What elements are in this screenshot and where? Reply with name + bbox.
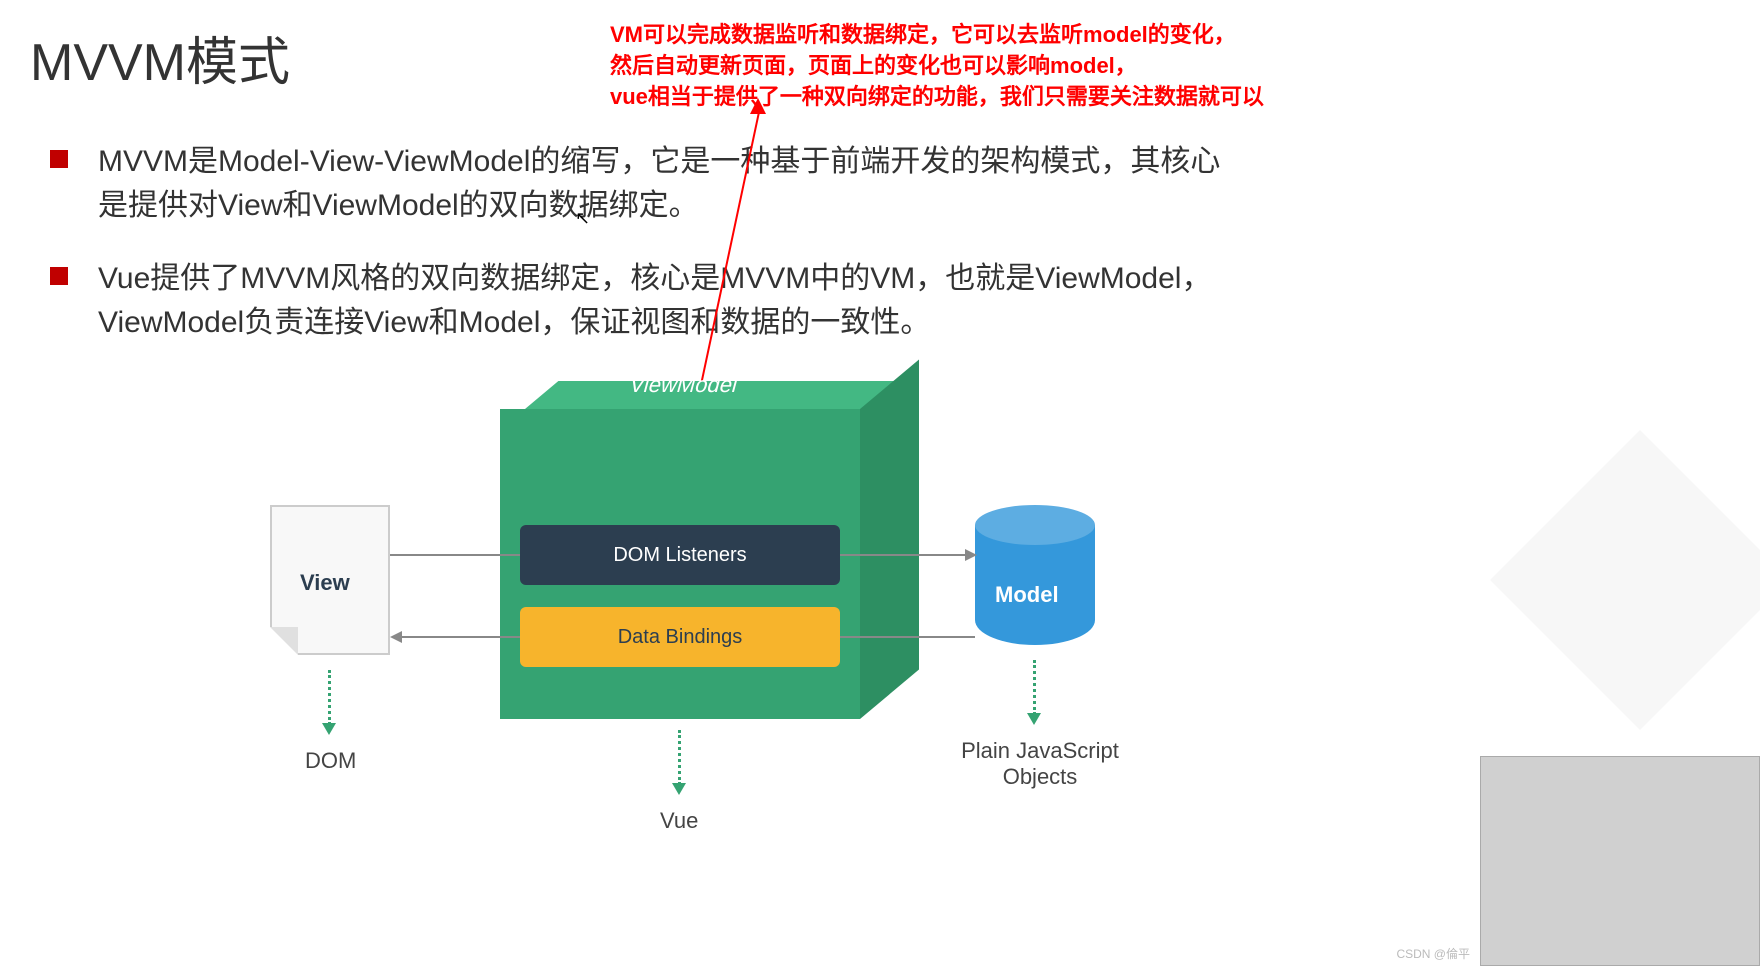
- viewmodel-label: ViewModel: [627, 372, 741, 398]
- bullet-item: MVVM是Model-View-ViewModel的缩写，它是一种基于前端开发的…: [50, 140, 1250, 227]
- dotted-arrow-head-icon: [672, 783, 686, 795]
- bullet-list: MVVM是Model-View-ViewModel的缩写，它是一种基于前端开发的…: [50, 140, 1250, 374]
- model-caption: Plain JavaScript Objects: [955, 738, 1125, 790]
- bullet-square-icon: [50, 150, 68, 168]
- view-label: View: [300, 570, 350, 596]
- model-node: [975, 505, 1095, 645]
- bg-watermark-shape: [1440, 380, 1760, 780]
- viewmodel-caption: Vue: [660, 808, 698, 834]
- bullet-square-icon: [50, 267, 68, 285]
- arrow-bottom-left: [402, 636, 520, 638]
- cylinder-top: [975, 505, 1095, 545]
- bullet-item: Vue提供了MVVM风格的双向数据绑定，核心是MVVM中的VM，也就是ViewM…: [50, 257, 1250, 344]
- cube-side-face: [860, 359, 919, 719]
- arrow-head-left-icon: [390, 631, 402, 643]
- annotation-line2: 然后自动更新页面，页面上的变化也可以影响model，: [610, 51, 1264, 82]
- data-bindings-box: Data Bindings: [520, 607, 840, 667]
- annotation-line3: vue相当于提供了一种双向绑定的功能，我们只需要关注数据就可以: [610, 82, 1264, 113]
- dotted-arrow-head-icon: [322, 723, 336, 735]
- dotted-arrow-head-icon: [1027, 713, 1041, 725]
- dotted-arrow-view: [328, 670, 331, 725]
- bullet-text: Vue提供了MVVM风格的双向数据绑定，核心是MVVM中的VM，也就是ViewM…: [98, 257, 1250, 344]
- bullet-text: MVVM是Model-View-ViewModel的缩写，它是一种基于前端开发的…: [98, 140, 1250, 227]
- dom-listeners-box: DOM Listeners: [520, 525, 840, 585]
- view-caption: DOM: [305, 748, 356, 774]
- annotation-text: VM可以完成数据监听和数据绑定，它可以去监听model的变化， 然后自动更新页面…: [610, 20, 1264, 112]
- mvvm-diagram: View ViewModel DOM Listeners Data Bindin…: [220, 370, 1220, 820]
- arrow-top-left: [390, 554, 520, 556]
- arrow-bottom-right: [840, 636, 975, 638]
- arrow-top-right: [840, 554, 965, 556]
- watermark-text: CSDN @倫平: [1396, 945, 1470, 962]
- model-label: Model: [995, 582, 1059, 608]
- mouse-cursor-icon: ↖: [575, 208, 590, 229]
- arrow-head-right-icon: [965, 549, 977, 561]
- dotted-arrow-model: [1033, 660, 1036, 715]
- dotted-arrow-vm: [678, 730, 681, 785]
- slide-title: MVVM模式: [30, 20, 290, 95]
- webcam-overlay: [1480, 756, 1760, 966]
- annotation-line1: VM可以完成数据监听和数据绑定，它可以去监听model的变化，: [610, 20, 1264, 51]
